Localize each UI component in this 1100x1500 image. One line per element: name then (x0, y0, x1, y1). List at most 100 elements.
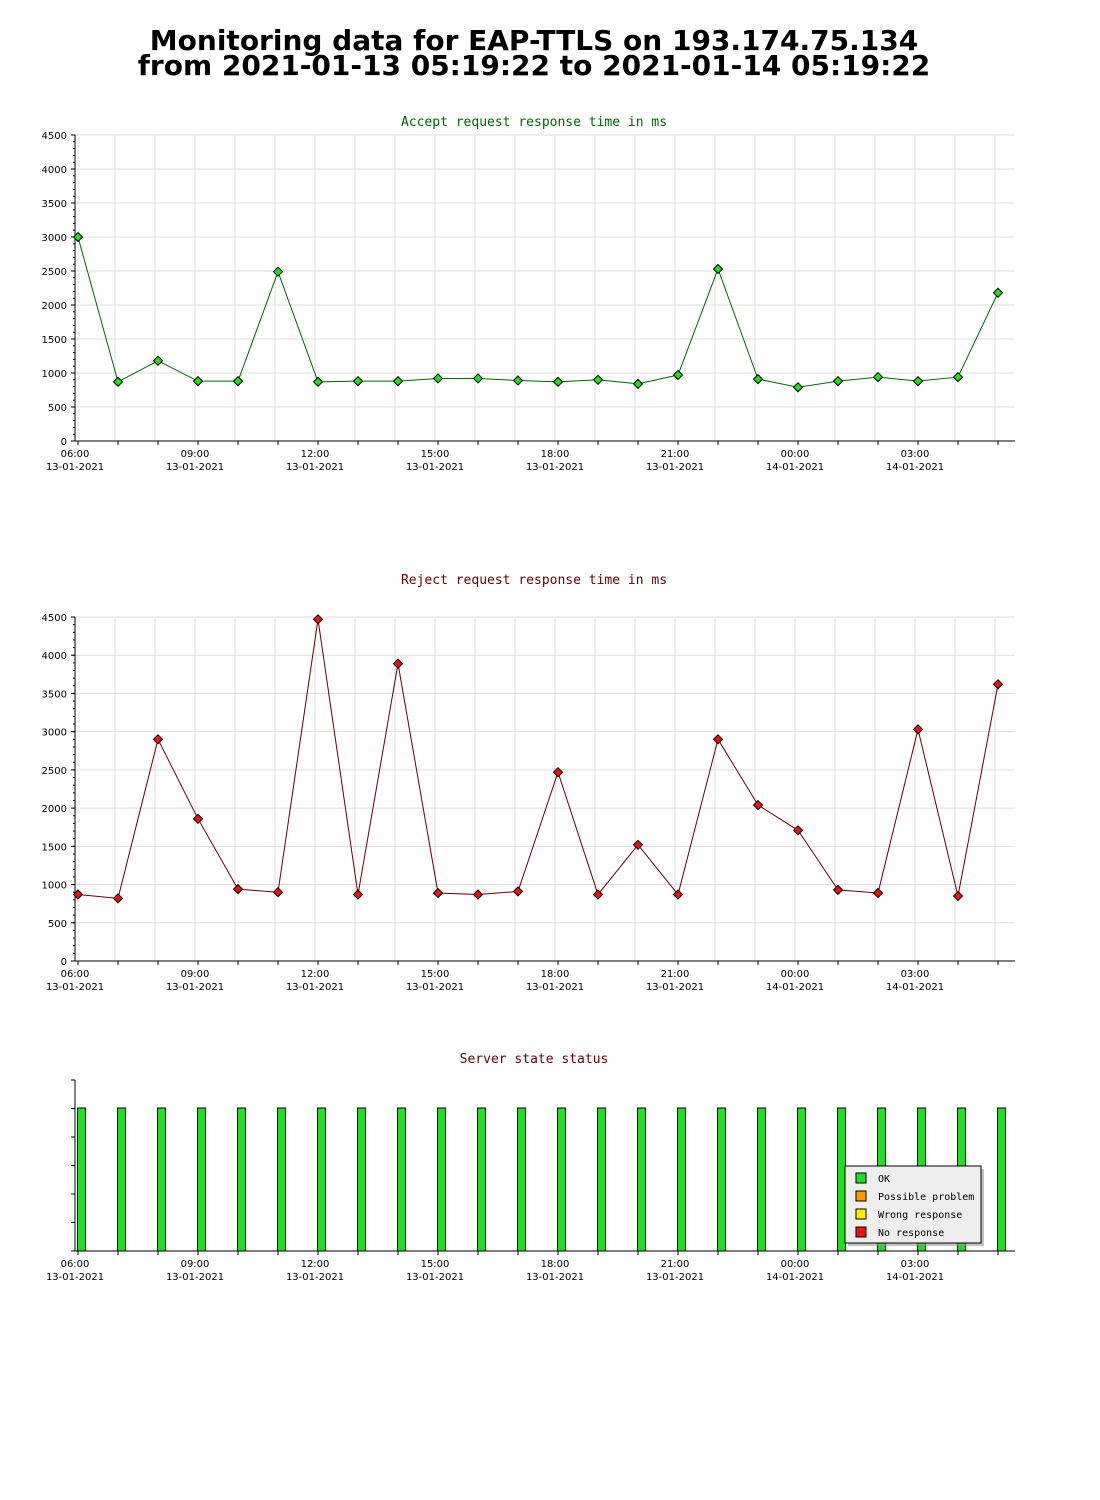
accept-data-point (72, 231, 84, 243)
accept-y-tick-label: 3500 (42, 199, 67, 210)
accept-y-tick-label: 3000 (42, 233, 67, 244)
reject-y-tick-label: 2500 (42, 766, 67, 777)
status-bar (757, 1107, 766, 1252)
accept-x-tick-date: 13-01-2021 (166, 462, 224, 473)
reject-x-tick-time: 18:00 (541, 969, 570, 980)
status-x-tick-date: 13-01-2021 (46, 1272, 104, 1283)
accept-x-tick-time: 03:00 (901, 449, 930, 460)
accept-data-point (272, 266, 284, 277)
reject-data-point (712, 734, 724, 745)
status-bar (397, 1107, 406, 1252)
status-x-tick-date: 13-01-2021 (526, 1272, 584, 1283)
accept-data-point (792, 382, 804, 393)
reject-y-tick-label: 3500 (42, 689, 67, 700)
status-x-tick-time: 15:00 (421, 1259, 450, 1270)
legend-label-no-response: No response (878, 1228, 944, 1239)
reject-data-point (432, 887, 444, 899)
accept-data-point (192, 375, 204, 387)
reject-data-point (192, 813, 204, 825)
accept-data-point (952, 371, 964, 383)
reject-chart-title: Reject request response time in ms (401, 573, 667, 588)
accept-data-point (872, 371, 884, 383)
reject-data-point (512, 886, 524, 897)
status-x-tick-date: 14-01-2021 (766, 1272, 824, 1283)
accept-x-tick-time: 18:00 (541, 449, 570, 460)
reject-y-tick-label: 2000 (42, 804, 67, 815)
accept-response-chart: Accept request response time in ms 0 500 1… (42, 115, 1015, 473)
reject-x-tick-date: 13-01-2021 (646, 982, 704, 993)
reject-y-tick-label: 4500 (42, 613, 67, 624)
status-bar (77, 1107, 86, 1252)
reject-data-point (912, 724, 924, 735)
accept-data-point (112, 376, 124, 388)
reject-x-tick-time: 21:00 (661, 969, 690, 980)
reject-data-point (352, 889, 364, 900)
accept-data-point (152, 355, 164, 366)
reject-data-point (272, 886, 284, 898)
reject-y-tick-label: 3000 (42, 728, 67, 739)
accept-data-point (552, 376, 564, 388)
status-bar (277, 1107, 286, 1252)
accept-data-point (992, 287, 1004, 298)
accept-data-point (752, 373, 764, 385)
accept-y-tick-label: 0 (61, 437, 67, 448)
reject-x-tick-time: 15:00 (421, 969, 450, 980)
reject-y-tick-label: 1000 (42, 881, 67, 892)
reject-data-point (232, 883, 244, 895)
reject-series-line (77, 619, 999, 899)
reject-y-tick-label: 0 (61, 957, 67, 968)
legend-box (844, 1165, 982, 1244)
legend-label-possible-problem: Possible problem (878, 1192, 974, 1203)
accept-y-tick-label: 4500 (42, 131, 67, 142)
status-bar (477, 1107, 486, 1252)
accept-y-tick-label: 1000 (42, 369, 67, 380)
reject-data-point (872, 887, 884, 899)
accept-data-point (392, 375, 404, 387)
status-bar (517, 1107, 526, 1252)
accept-x-tick-time: 00:00 (781, 449, 810, 460)
accept-data-point (712, 263, 724, 275)
status-bar (677, 1107, 686, 1252)
reject-data-point (752, 799, 764, 811)
reject-data-point (112, 893, 124, 904)
status-x-tick-date: 14-01-2021 (886, 1272, 944, 1283)
status-x-tick-time: 12:00 (301, 1259, 330, 1270)
reject-data-point (72, 889, 84, 900)
status-x-tick-time: 21:00 (661, 1259, 690, 1270)
accept-x-tick-date: 13-01-2021 (46, 462, 104, 473)
accept-data-point (912, 375, 924, 387)
status-bar (157, 1107, 166, 1252)
accept-x-tick-date: 14-01-2021 (766, 462, 824, 473)
accept-data-point (672, 369, 684, 381)
legend-swatch-ok (855, 1172, 867, 1184)
accept-y-tick-label: 4000 (42, 165, 67, 176)
reject-x-tick-time: 00:00 (781, 969, 810, 980)
legend-swatch-no-response (855, 1226, 867, 1238)
accept-x-tick-date: 13-01-2021 (646, 462, 704, 473)
status-legend: OK Possible problem Wrong response No re… (844, 1165, 984, 1246)
status-bar (557, 1107, 566, 1252)
reject-x-tick-date: 14-01-2021 (886, 982, 944, 993)
accept-y-tick-label: 1500 (42, 335, 67, 346)
reject-x-tick-date: 13-01-2021 (46, 982, 104, 993)
reject-x-tick-date: 13-01-2021 (526, 982, 584, 993)
status-x-tick-date: 13-01-2021 (166, 1272, 224, 1283)
status-bar (997, 1107, 1006, 1252)
accept-data-point (632, 378, 644, 390)
legend-label-ok: OK (878, 1174, 890, 1185)
reject-data-point (832, 884, 844, 896)
accept-series-line (77, 236, 999, 388)
reject-y-tick-label: 4000 (42, 651, 67, 662)
reject-x-tick-time: 03:00 (901, 969, 930, 980)
status-x-tick-date: 13-01-2021 (286, 1272, 344, 1283)
status-x-tick-time: 18:00 (541, 1259, 570, 1270)
reject-data-point (792, 825, 804, 836)
reject-data-point (392, 658, 404, 669)
status-bar (237, 1107, 246, 1252)
legend-swatch-possible-problem (855, 1190, 867, 1202)
reject-y-tick-label: 1500 (42, 842, 67, 853)
accept-data-point (352, 375, 364, 387)
reject-y-tick-label: 500 (48, 919, 67, 930)
status-chart-title: Server state status (460, 1052, 609, 1067)
reject-data-point (592, 889, 604, 900)
